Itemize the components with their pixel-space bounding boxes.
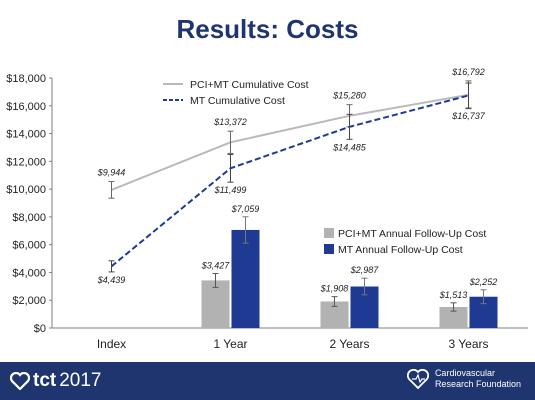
y-tick-label: $4,000 — [12, 267, 46, 279]
y-tick-label: $18,000 — [6, 73, 46, 85]
legend-bar-swatch — [324, 228, 334, 238]
bar-value-label: $1,513 — [439, 290, 468, 300]
line-value-label: $9,944 — [97, 168, 126, 178]
crf-line-1: Cardiovascular — [434, 368, 495, 378]
x-tick-label: 1 Year — [213, 337, 247, 351]
series-line — [110, 94, 469, 268]
series-line — [111, 93, 469, 191]
line-value-label: $13,372 — [213, 117, 247, 127]
x-tick-label: Index — [97, 337, 126, 351]
line-value-label: $16,792 — [451, 67, 485, 77]
line-value-label: $16,737 — [451, 111, 486, 121]
y-tick-label: $2,000 — [12, 295, 46, 307]
legend-line-label: MT Cumulative Cost — [190, 95, 285, 107]
y-tick-label: $16,000 — [6, 101, 46, 113]
y-tick-label: $10,000 — [6, 184, 46, 196]
slide-title: Results: Costs — [176, 14, 359, 44]
bar-value-label: $2,252 — [469, 277, 498, 287]
tct-brand-text: tct — [33, 370, 57, 391]
line-value-label: $14,485 — [332, 142, 367, 152]
crf-heart-icon — [406, 369, 429, 389]
legend-line-label: PCI+MT Cumulative Cost — [190, 79, 309, 91]
line-value-label: $15,280 — [332, 91, 366, 101]
y-tick-label: $8,000 — [12, 212, 46, 224]
bar — [439, 306, 468, 328]
tct-year-text: 2017 — [59, 370, 102, 391]
y-tick-label: $14,000 — [6, 129, 46, 141]
legend-bar-label: MT Annual Follow-Up Cost — [338, 244, 463, 256]
bar — [201, 280, 230, 328]
tct-logo: tct 2017 — [10, 370, 102, 392]
y-tick-label: $0 — [34, 323, 46, 335]
bar-value-label: $3,427 — [201, 260, 231, 270]
x-tick-label: 2 Years — [329, 337, 369, 351]
y-tick-label: $6,000 — [12, 240, 46, 252]
line-value-label: $4,439 — [97, 275, 126, 285]
crf-logo: Cardiovascular Research Foundation — [406, 368, 521, 390]
bar-value-label: $1,908 — [320, 284, 349, 294]
x-tick-label: 3 Years — [448, 337, 488, 351]
heart-icon — [10, 372, 30, 390]
bar-value-label: $2,987 — [350, 265, 380, 275]
line-value-label: $11,499 — [214, 185, 247, 195]
legend-bar-label: PCI+MT Annual Follow-Up Cost — [338, 228, 486, 240]
crf-line-2: Research Foundation — [434, 379, 521, 389]
footer-bar: tct 2017 Cardiovascular Research Foundati… — [0, 362, 535, 400]
legend-bar-swatch — [324, 244, 334, 254]
bar-value-label: $7,059 — [231, 204, 260, 214]
cost-chart: $0 $2,000 $4,000 $6,000 $8,000 $10,000 $12,000… — [6, 67, 528, 351]
y-tick-label: $12,000 — [6, 156, 46, 168]
bar — [231, 229, 260, 328]
